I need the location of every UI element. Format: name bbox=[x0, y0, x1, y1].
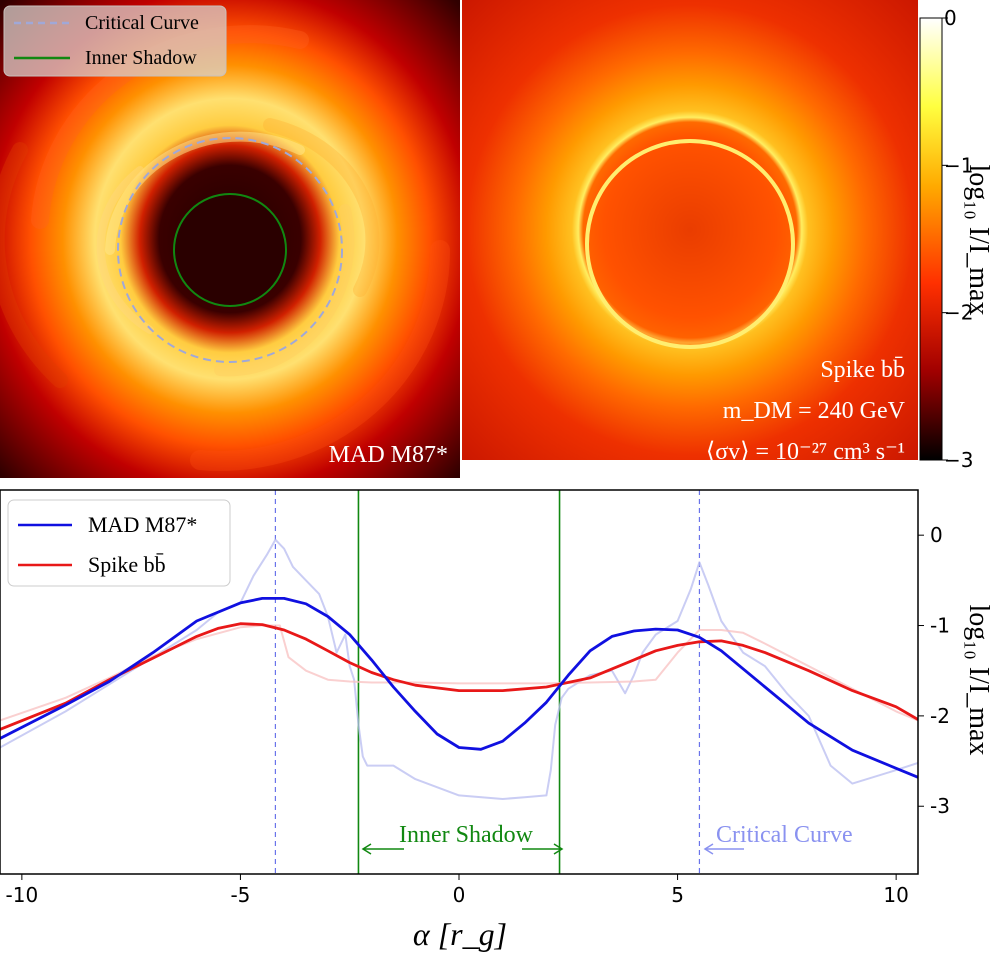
critical-curve-annotation: Critical Curve bbox=[703, 822, 853, 855]
colorbar-tick-label: −1 bbox=[944, 153, 973, 177]
left-image-panel: MAD M87* bbox=[0, 0, 460, 478]
right-label-spike: Spike bb̄ bbox=[820, 357, 905, 383]
inner-shadow-arrowhead-left bbox=[361, 843, 372, 855]
line-plot: -10 -5 0 5 10 0-1-2-3 α [r_g] log₁₀ I/I_max … bbox=[0, 489, 994, 952]
spike-bb-line bbox=[0, 622, 918, 731]
y-tick-label: -1 bbox=[930, 614, 950, 638]
x-tick-label: 5 bbox=[671, 883, 684, 907]
left-panel-label: MAD M87* bbox=[329, 442, 448, 468]
left-dark-shadow bbox=[174, 194, 286, 306]
x-tick-label: 0 bbox=[453, 883, 466, 907]
bottom-legend-mad-label: MAD M87* bbox=[88, 512, 197, 537]
series-group bbox=[0, 538, 918, 800]
colorbar-tick-label: 0 bbox=[944, 6, 957, 30]
right-image-panel: Spike bb̄ m_DM = 240 GeV ⟨σv⟩ = 10⁻²⁷ cm… bbox=[462, 0, 918, 465]
colorbar-frame bbox=[919, 17, 943, 461]
right-label-mass: m_DM = 240 GeV bbox=[723, 398, 906, 424]
critical-curve-arrowhead bbox=[703, 843, 714, 855]
right-bright-ring bbox=[585, 139, 795, 349]
colorbar-label: log₁₀ I/I_max bbox=[963, 165, 994, 316]
colorbar-gradient bbox=[920, 18, 942, 460]
y-ticks: 0 -1 -2 -3 bbox=[918, 523, 950, 818]
left-image-swirls bbox=[0, 25, 451, 471]
colorbar-tick-label: −2 bbox=[944, 301, 973, 325]
bottom-legend: MAD M87* Spike bb̄ bbox=[7, 499, 231, 587]
colorbar-ticks: 0 −1 −2 −3 bbox=[942, 6, 973, 472]
faded-profile-line bbox=[0, 624, 918, 722]
x-tick-label: 10 bbox=[883, 883, 908, 907]
right-label-cross-section: ⟨σv⟩ = 10⁻²⁷ cm³ s⁻¹ bbox=[706, 439, 905, 465]
inner-shadow-annotation: Inner Shadow bbox=[361, 822, 564, 855]
colorbar: 0 −1 −2 −3 log₁₀ I/I_max bbox=[919, 6, 994, 472]
critical-curve-annotation-text: Critical Curve bbox=[716, 822, 853, 848]
right-inner-disk bbox=[587, 141, 793, 347]
bottom-legend-spike-label: Spike bb̄ bbox=[88, 552, 166, 577]
x-tick-label: -10 bbox=[6, 883, 39, 907]
top-legend-shadow-label: Inner Shadow bbox=[85, 47, 197, 69]
y-tick-label: -3 bbox=[930, 794, 950, 818]
faded-profile-line bbox=[0, 538, 918, 800]
x-ticks: -10 -5 0 5 10 bbox=[6, 874, 909, 907]
y-axis-label: log₁₀ I/I_max bbox=[963, 605, 994, 756]
y-tick-label: 0 bbox=[930, 523, 943, 547]
x-tick-label: -5 bbox=[230, 883, 250, 907]
inner-shadow-ring bbox=[173, 193, 287, 307]
y-tick-label: -2 bbox=[930, 704, 950, 728]
mad-m87-line bbox=[0, 597, 918, 779]
inner-shadow-annotation-text: Inner Shadow bbox=[399, 822, 534, 848]
colorbar-tick-label: −3 bbox=[944, 448, 973, 472]
top-legend: Critical Curve Inner Shadow bbox=[3, 5, 227, 77]
critical-curve-ring bbox=[117, 137, 343, 363]
line-plot-area bbox=[0, 490, 918, 874]
top-legend-critical-label: Critical Curve bbox=[85, 12, 199, 34]
x-axis-label: α [r_g] bbox=[413, 916, 507, 952]
inner-shadow-arrowhead-right bbox=[553, 843, 564, 855]
